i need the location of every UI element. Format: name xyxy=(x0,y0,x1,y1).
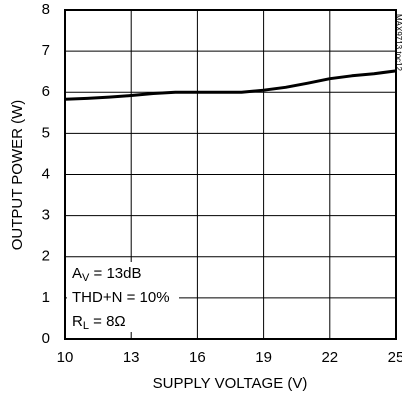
annotation-subscript: V xyxy=(82,272,90,284)
annotation-text: THD+N = 10% xyxy=(72,289,170,306)
y-tick-label: 4 xyxy=(42,165,50,182)
y-tick-label: 6 xyxy=(42,83,50,100)
y-tick-label: 1 xyxy=(42,289,50,306)
x-tick-label: 16 xyxy=(189,349,206,366)
annotation: THD+N = 10% xyxy=(72,289,170,306)
figure-id: MAX9713 toc12 xyxy=(394,14,402,71)
y-tick-label: 7 xyxy=(42,42,50,59)
y-tick-label: 8 xyxy=(42,1,50,18)
data-line xyxy=(64,69,397,101)
y-axis-title: OUTPUT POWER (W) xyxy=(9,100,26,251)
annotation-background xyxy=(67,262,179,332)
y-tick-label: 2 xyxy=(42,248,50,265)
y-tick-label: 5 xyxy=(42,124,50,141)
x-tick-label: 10 xyxy=(57,349,74,366)
y-tick-label: 0 xyxy=(42,330,50,347)
plot-frame xyxy=(64,9,397,340)
annotation-text: = 8Ω xyxy=(89,313,126,330)
annotation: AV = 13dB xyxy=(72,265,142,284)
x-tick-label: 25 xyxy=(388,349,402,366)
y-tick-label: 3 xyxy=(42,207,50,224)
annotation-subscript: L xyxy=(83,320,89,332)
annotation-text: R xyxy=(72,313,83,330)
annotation: RL = 8Ω xyxy=(72,313,126,332)
x-tick-label: 19 xyxy=(255,349,272,366)
annotation-text: A xyxy=(72,265,82,282)
x-tick-label: 22 xyxy=(321,349,338,366)
annotation-text: = 13dB xyxy=(89,265,141,282)
x-tick-label: 13 xyxy=(123,349,140,366)
x-axis-title: SUPPLY VOLTAGE (V) xyxy=(153,375,308,392)
